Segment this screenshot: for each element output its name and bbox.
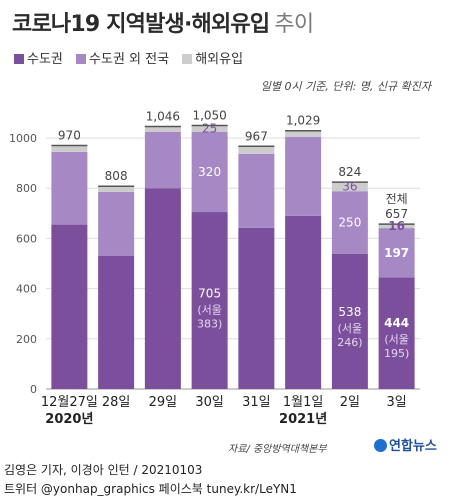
bar-segment-capital <box>285 215 322 389</box>
bar-segment-overseas <box>144 126 181 132</box>
bar-segment-overseas <box>191 125 228 132</box>
segment-value-label: 538 <box>338 305 361 319</box>
year-label: 2021년 <box>279 412 327 427</box>
source-note: 자료/ 중앙방역대책본부 <box>228 444 327 455</box>
segment-value-label: 16 <box>388 219 405 233</box>
x-tick-label: 1월1일 <box>283 395 323 410</box>
bar-segment-noncapital <box>191 131 228 213</box>
bar-segment-capital <box>378 277 415 389</box>
segment-value-label: 444 <box>384 316 409 330</box>
segment-sub-label: 246) <box>337 336 362 349</box>
y-tick-label: 600 <box>16 232 37 245</box>
bar-segment-overseas <box>238 146 275 154</box>
segment-value-label: 320 <box>198 165 221 179</box>
segment-value-label: 197 <box>384 246 409 260</box>
legend-label-overseas: 해외유입 <box>195 52 244 67</box>
total-label: 824 <box>338 165 361 179</box>
segment-sub-label: (서울 <box>384 333 409 346</box>
year-label: 2020년 <box>45 412 93 427</box>
legend-item-noncapital: 수도권 외 전국 <box>76 48 169 67</box>
legend-swatch-overseas <box>182 54 193 64</box>
unit-note: 일별 0시 기준, 단위: 명, 신규 확진자 <box>260 80 431 93</box>
bar-segment-capital <box>144 188 181 389</box>
segment-value-label: 36 <box>342 180 357 194</box>
segment-sub-label: (서울 <box>197 303 222 316</box>
segment-sub-label: (서울 <box>338 322 363 335</box>
x-tick-label: 28일 <box>102 395 131 410</box>
bar-segment-noncapital <box>238 153 275 228</box>
bar-segment-capital <box>98 255 135 389</box>
chart-title-block: 코로나19 지역발생·해외유입 추이 <box>12 6 314 38</box>
bar-segment-capital <box>331 253 368 389</box>
chart-title-suffix: 추이 <box>274 12 314 37</box>
x-tick-label: 2일 <box>340 395 360 410</box>
total-label: 657 <box>385 207 408 221</box>
bar-segment-noncapital <box>51 151 88 225</box>
bar-segment-overseas <box>378 224 415 229</box>
legend-item-overseas: 해외유입 <box>182 48 243 67</box>
x-tick-label: 29일 <box>149 395 178 410</box>
y-tick-label: 800 <box>16 182 37 195</box>
total-label: 808 <box>105 169 128 183</box>
bar-segment-noncapital <box>285 136 322 216</box>
total-label: 1,046 <box>146 109 180 123</box>
y-tick-label: 400 <box>16 283 37 296</box>
legend: 수도권 수도권 외 전국 해외유입 <box>14 48 252 67</box>
bar-segment-noncapital <box>98 191 135 256</box>
segment-sub-label: 383) <box>197 317 222 330</box>
bar-segment-capital <box>51 224 88 389</box>
total-label: 970 <box>58 129 81 143</box>
segment-value-label: 705 <box>198 286 221 300</box>
x-tick-label: 31일 <box>242 395 271 410</box>
chart-title: 코로나19 지역발생·해외유입 <box>12 12 270 37</box>
yonhap-logo: 연합뉴스 <box>374 435 437 454</box>
legend-label-capital: 수도권 <box>27 52 63 67</box>
segment-value-label: 250 <box>338 216 361 230</box>
bar-segment-noncapital <box>378 228 415 278</box>
total-label: 1,029 <box>286 114 320 128</box>
bar-segment-capital <box>238 227 275 389</box>
yonhap-logo-text: 연합뉴스 <box>389 439 437 454</box>
segment-value-label: 25 <box>202 122 217 136</box>
credit-line: 김영은 기자, 이경아 인턴 / 20210103 <box>4 463 203 477</box>
bar-segment-overseas <box>331 182 368 192</box>
bar-segment-capital <box>191 212 228 389</box>
bar-segment-overseas <box>51 145 88 152</box>
x-tick-label: 12월27일 <box>41 395 98 410</box>
legend-item-capital: 수도권 <box>14 48 63 67</box>
total-label: 1,050 <box>192 108 226 122</box>
x-tick-label: 3일 <box>387 395 407 410</box>
y-tick-label: 200 <box>16 333 37 346</box>
yonhap-logo-icon <box>374 439 387 452</box>
social-line: 트위터 @yonhap_graphics 페이스북 tuney.kr/LeYN1 <box>4 482 297 496</box>
y-tick-label: 0 <box>30 383 37 396</box>
bar-segment-overseas <box>285 130 322 137</box>
bar-segment-overseas <box>98 186 135 192</box>
bar-segment-noncapital <box>331 191 368 254</box>
bar-segment-noncapital <box>144 131 181 189</box>
y-tick-label: 1000 <box>9 132 37 145</box>
legend-swatch-noncapital <box>76 54 87 64</box>
total-label: 967 <box>245 129 268 143</box>
legend-label-noncapital: 수도권 외 전국 <box>89 52 170 67</box>
segment-sub-label: 195) <box>384 347 409 360</box>
x-tick-label: 30일 <box>195 395 224 410</box>
legend-swatch-capital <box>14 54 24 64</box>
total-prefix-label: 전체 <box>386 192 408 206</box>
